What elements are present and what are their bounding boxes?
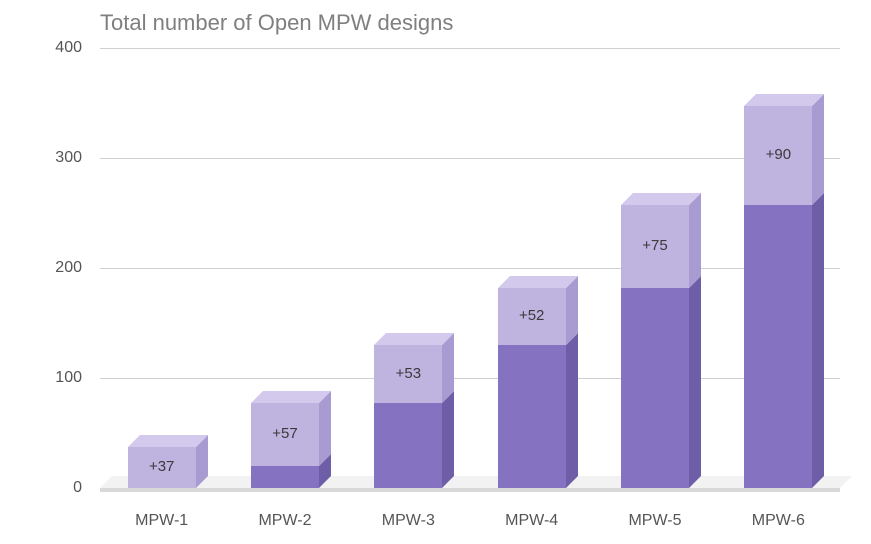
bar-delta-side (319, 391, 331, 466)
bar-delta-front (374, 345, 442, 403)
x-tick-label: MPW-5 (628, 512, 681, 530)
bar-column: +53 (374, 333, 442, 488)
chart-title: Total number of Open MPW designs (100, 10, 453, 36)
bar-column: +90 (744, 94, 812, 488)
plot-area: 0100200300400+37+57+53+52+75+90MPW-1MPW-… (100, 48, 840, 488)
bar-delta-front (744, 106, 812, 205)
bar-column: +75 (621, 193, 689, 488)
bar-top-cap (374, 333, 454, 345)
y-tick-label: 100 (55, 369, 100, 387)
x-tick-label: MPW-1 (135, 512, 188, 530)
bar-base-front (744, 205, 812, 488)
bar-base-side (689, 276, 701, 488)
bar-column: +52 (498, 276, 566, 488)
bar-delta-front (498, 288, 566, 345)
x-tick-label: MPW-4 (505, 512, 558, 530)
bar-base-front (498, 345, 566, 488)
bar-column: +57 (251, 391, 319, 488)
bar-base-front (251, 466, 319, 488)
x-tick-label: MPW-6 (752, 512, 805, 530)
bar-top-cap (128, 435, 208, 447)
bar-base-side (566, 333, 578, 488)
bar-base-side (442, 391, 454, 488)
bar-top-cap (251, 391, 331, 403)
bar-delta-side (812, 94, 824, 205)
bar-top-cap (498, 276, 578, 288)
x-tick-label: MPW-2 (258, 512, 311, 530)
bar-top-cap (744, 94, 824, 106)
y-tick-label: 0 (73, 479, 100, 497)
chart-container: Total number of Open MPW designs 0 100 200… (0, 0, 871, 544)
bar-delta-front (128, 447, 196, 488)
bar-base-side (812, 193, 824, 488)
bar-delta-front (621, 205, 689, 288)
bar-top-cap (621, 193, 701, 205)
y-tick-label: 400 (55, 39, 100, 57)
bar-base-front (374, 403, 442, 488)
y-tick-label: 200 (55, 259, 100, 277)
bar-column: +37 (128, 435, 196, 488)
bar-delta-side (442, 333, 454, 403)
bar-delta-side (689, 193, 701, 288)
y-tick-label: 300 (55, 149, 100, 167)
bar-base-front (621, 288, 689, 488)
bars-group: +37 +57 +53 +52 +75 +90 (100, 48, 840, 488)
bar-delta-front (251, 403, 319, 466)
x-tick-label: MPW-3 (382, 512, 435, 530)
